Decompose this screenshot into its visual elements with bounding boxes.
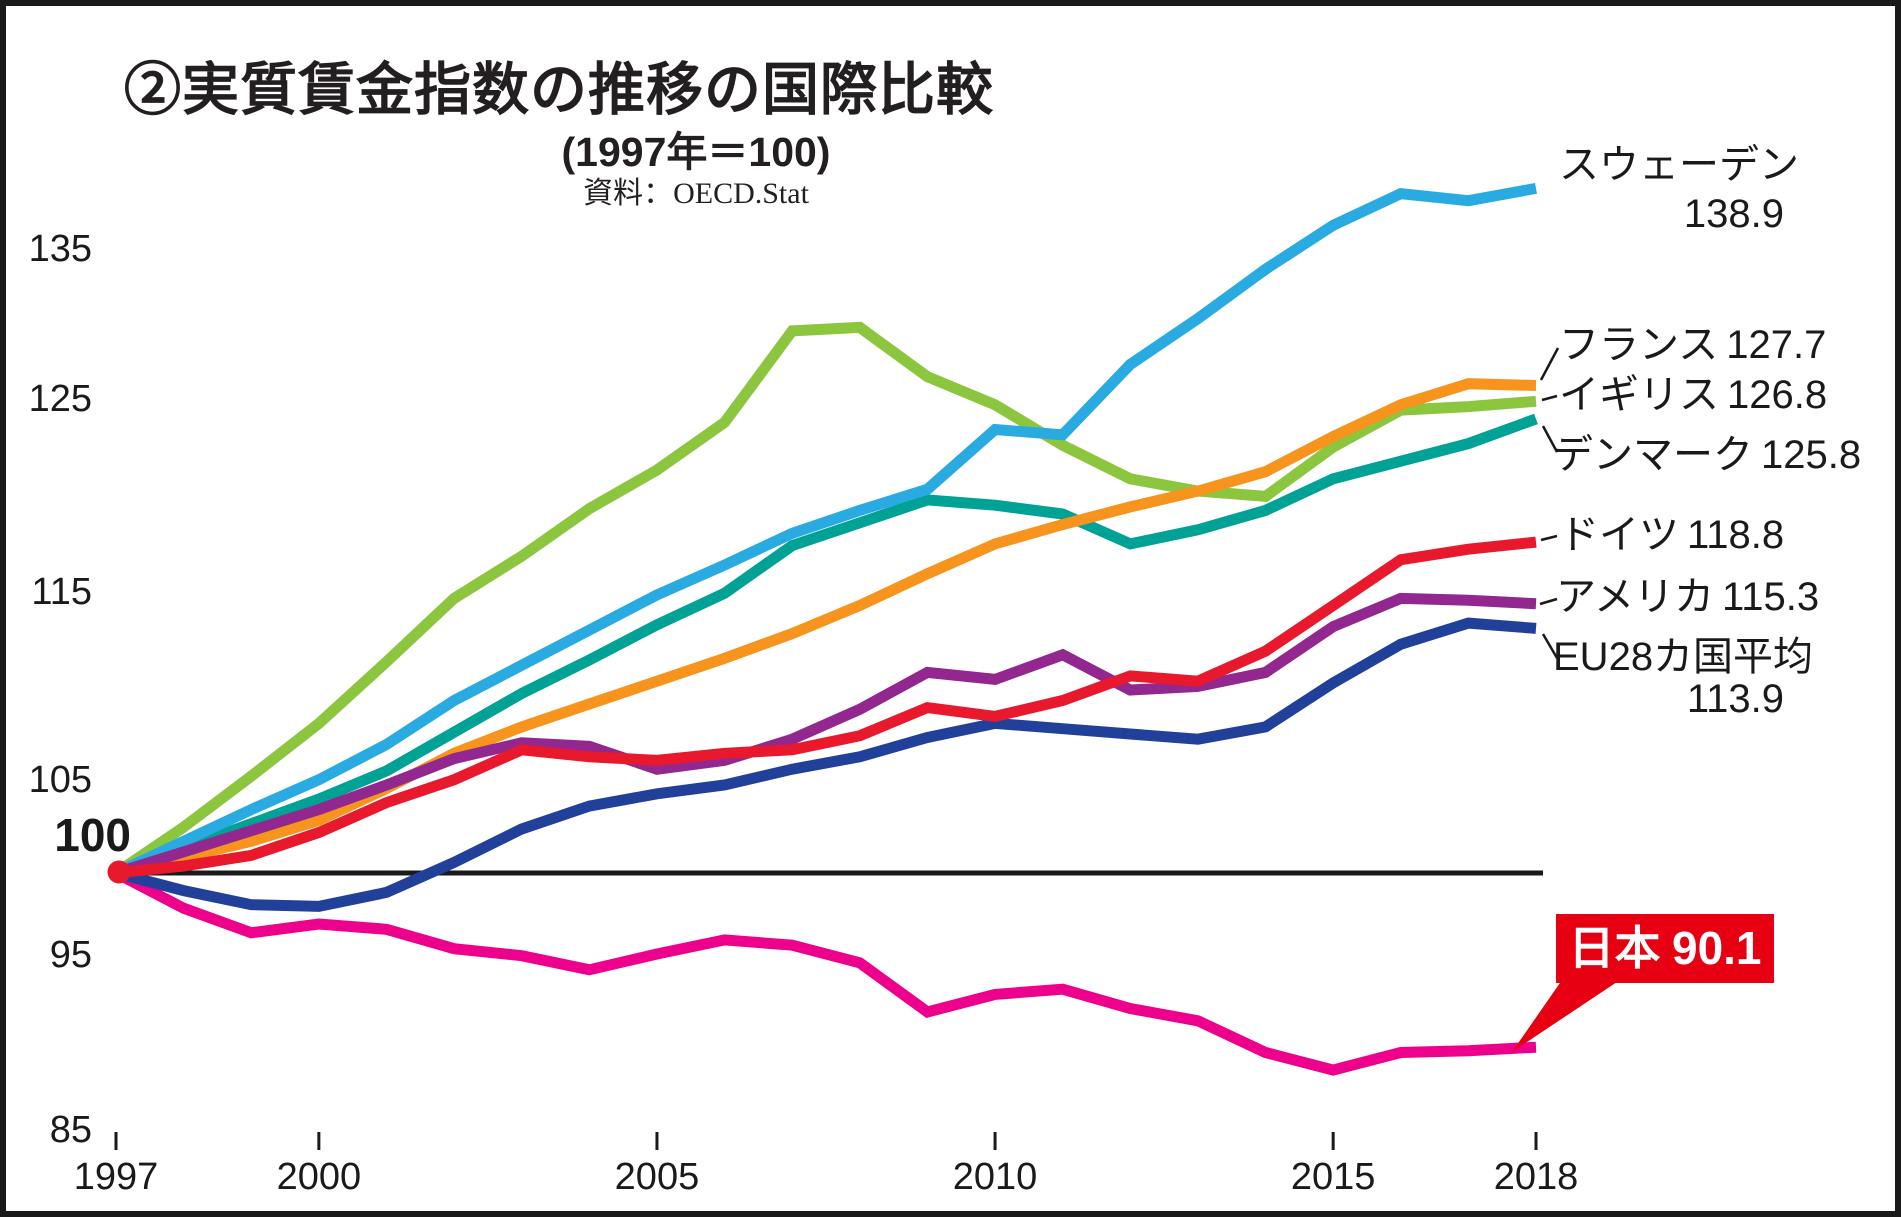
japan-callout-value: 90.1: [1671, 922, 1762, 974]
japan-callout-label: 日本 90.1: [1556, 914, 1774, 983]
legend-leader-EU28カ国平均: [1541, 633, 1559, 659]
series-line-デンマーク: [114, 413, 1538, 879]
legend-value-EU28カ国平均: 113.9: [1687, 677, 1784, 721]
legend-label-デンマーク: デンマーク 125.8: [1553, 433, 1861, 477]
x-tick-label-2015: 2015: [1291, 1156, 1376, 1198]
x-tick-label-2005: 2005: [615, 1156, 700, 1198]
series-line-ドイツ: [115, 536, 1537, 879]
y-tick-label-85: 85: [50, 1109, 92, 1151]
line-chart: 135 125 115 105 95 85 100 1997 2000 2005 2010 2015 2…: [29, 143, 1862, 1198]
chart-subtitle: (1997年＝100): [561, 129, 831, 175]
series-line-イギリス: [112, 321, 1537, 878]
legend-leader-アメリカ: [1539, 597, 1558, 606]
series-line-アメリカ: [114, 592, 1537, 879]
origin-dot: [107, 860, 131, 884]
legend-name-EU28カ国平均: EU28カ国平均: [1553, 635, 1813, 679]
legend-label-ドイツ: ドイツ 118.8: [1559, 513, 1784, 557]
japan-callout-pointer: [1512, 980, 1620, 1052]
x-tick-label-2000: 2000: [277, 1156, 362, 1198]
x-tick-label-2018: 2018: [1494, 1156, 1579, 1198]
x-tick-label-1997: 1997: [74, 1156, 159, 1198]
chart-title: ②実質賃金指数の推移の国際比較: [124, 58, 994, 122]
y-tick-label-115: 115: [31, 571, 92, 613]
legend-label-アメリカ: アメリカ 115.3: [1556, 575, 1819, 619]
series-line-EU28カ国平均: [114, 617, 1537, 912]
legend-leader-イギリス: [1541, 394, 1558, 402]
legend-name-スウェーデン: スウェーデン: [1559, 143, 1799, 187]
series-line-フランス: [114, 378, 1537, 879]
y-tick-label-105: 105: [29, 759, 92, 801]
chart-source: 資料：OECD.Stat: [583, 177, 809, 210]
legend-leader-デンマーク: [1541, 425, 1559, 453]
legend-label-イギリス: イギリス 126.8: [1559, 373, 1827, 417]
series-line-スウェーデン: [113, 182, 1537, 878]
legend-leader-フランス: [1539, 347, 1560, 381]
series-line-日本: [113, 868, 1537, 1076]
legend-label-フランス: フランス 127.7: [1559, 323, 1826, 367]
y-tick-label-125: 125: [29, 378, 92, 420]
japan-callout-name: 日本: [1568, 922, 1661, 974]
y-tick-label-95: 95: [50, 934, 92, 976]
y-tick-label-135: 135: [29, 228, 92, 270]
legend-value-スウェーデン: 138.9: [1684, 192, 1784, 236]
y-baseline-label: 100: [54, 809, 131, 861]
x-tick-label-2010: 2010: [953, 1156, 1038, 1198]
legend-leader-ドイツ: [1540, 534, 1558, 542]
